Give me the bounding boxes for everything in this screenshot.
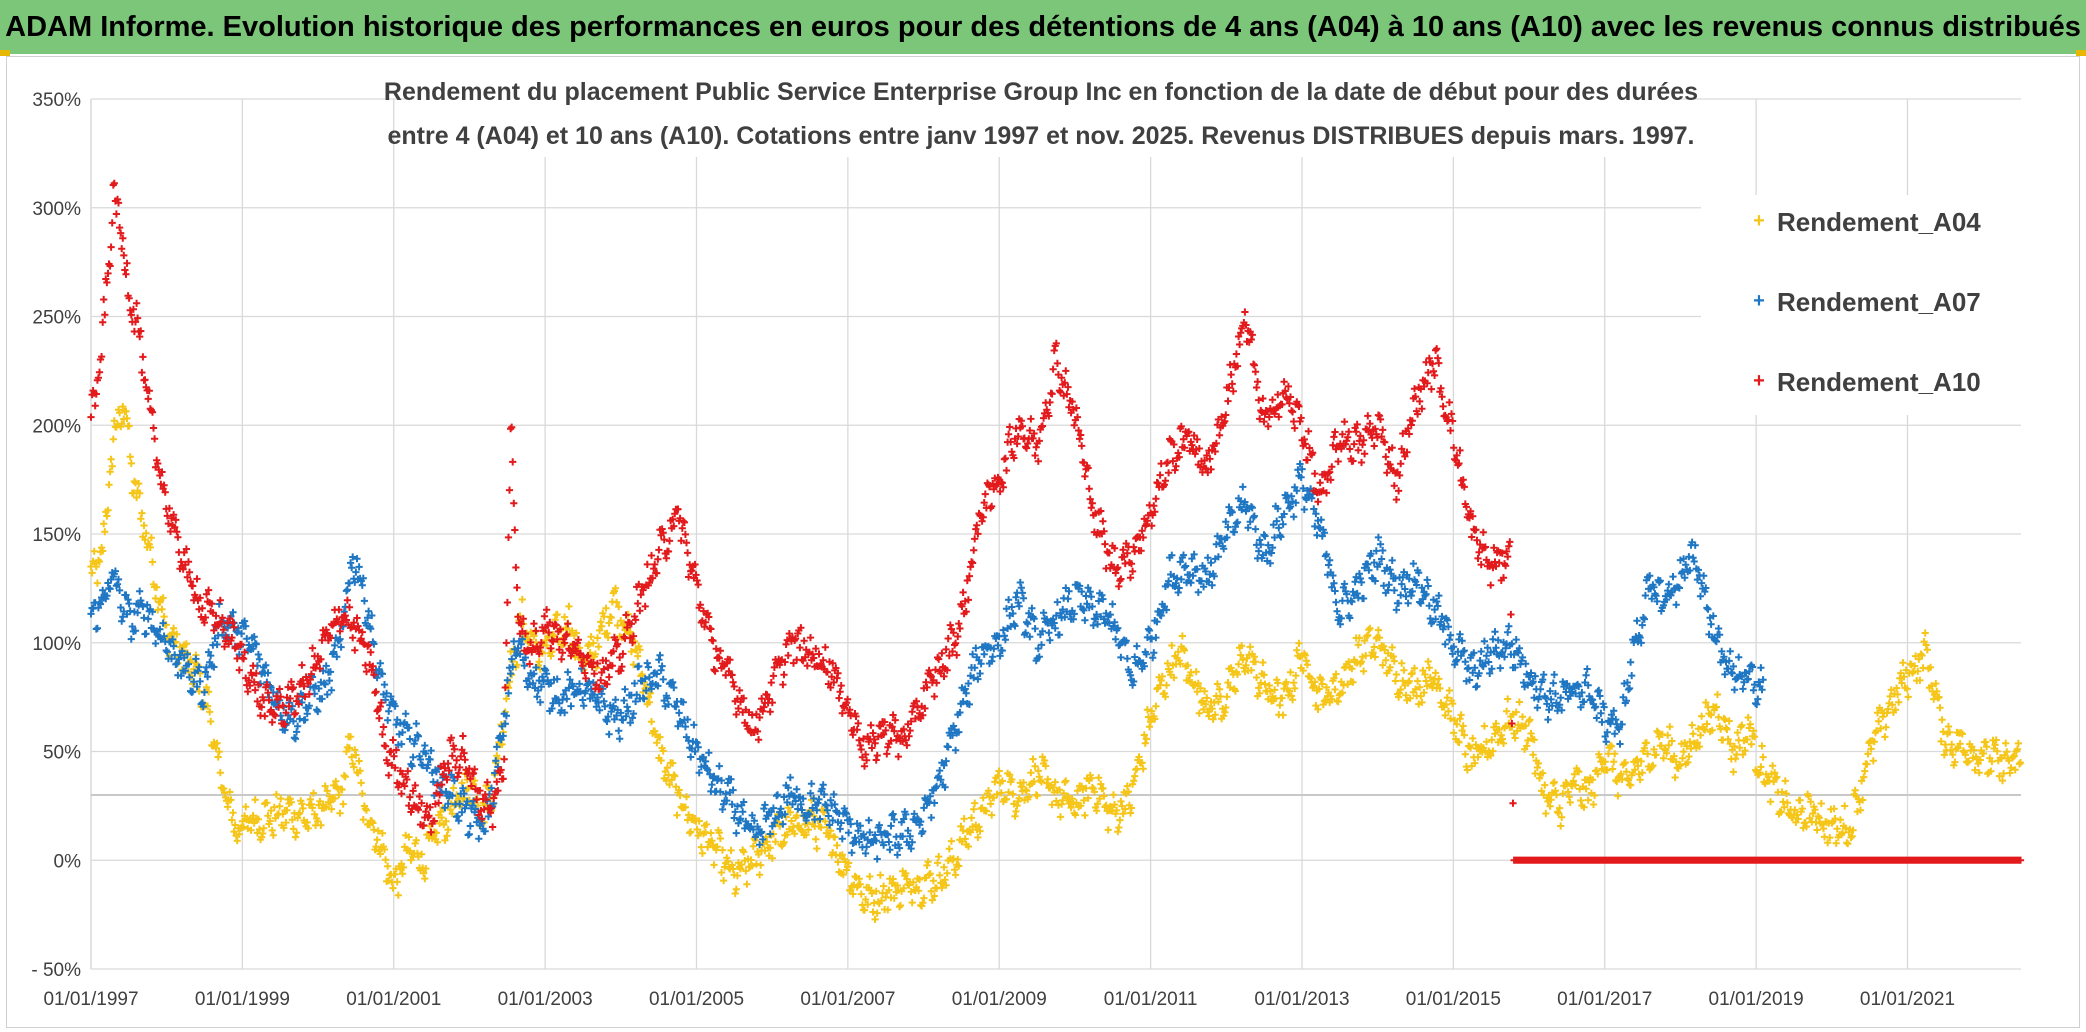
- x-tick-label: 01/01/2011: [1104, 989, 1198, 1010]
- legend-item-a10: + Rendement_A10: [1753, 367, 1981, 397]
- chart-title-background: [407, 57, 1677, 157]
- x-tick-label: 01/01/2019: [1709, 989, 1804, 1010]
- banner-corner-left: [0, 50, 10, 56]
- y-tick-label: 250%: [32, 308, 81, 329]
- chart-frame: 350% 300% 250% 200% 150% 100% 50% 0% - 50% 01/01…: [6, 56, 2080, 1028]
- y-tick-label: 150%: [32, 525, 81, 546]
- chart-title-line-2: entre 4 (A04) et 10 ans (A10). Cotations…: [388, 122, 1695, 150]
- x-tick-label: 01/01/1997: [43, 989, 138, 1010]
- chart-title-line-1: Rendement du placement Public Service En…: [384, 78, 1698, 106]
- x-tick-label: 01/01/2001: [346, 989, 441, 1010]
- y-tick-label: 50%: [43, 743, 81, 764]
- x-tick-label: 01/01/2007: [800, 989, 895, 1010]
- x-tick-label: 01/01/1999: [195, 989, 290, 1010]
- series-markers-Rendement_A10: [87, 179, 2025, 864]
- x-tick-label: 01/01/2003: [498, 989, 593, 1010]
- y-tick-label: 350%: [32, 90, 81, 111]
- chart-title: Rendement du placement Public Service En…: [384, 57, 1698, 157]
- series-Rendement_A10: [87, 179, 2025, 864]
- x-tick-label: 01/01/2005: [649, 989, 744, 1010]
- banner-corner-right: [2076, 50, 2086, 56]
- legend-marker-a07: +: [1753, 290, 1765, 312]
- chart-area: 350% 300% 250% 200% 150% 100% 50% 0% - 50% 01/01…: [31, 57, 2025, 1010]
- legend: + Rendement_A04 + Rendement_A07 + Rendem…: [1701, 195, 2021, 415]
- x-tick-label: 01/01/2009: [952, 989, 1047, 1010]
- x-tick-label: 01/01/2015: [1406, 989, 1501, 1010]
- x-tick-label: 01/01/2017: [1557, 989, 1652, 1010]
- y-tick-label: 100%: [32, 634, 81, 655]
- y-axis-ticks: 350% 300% 250% 200% 150% 100% 50% 0% - 50%: [31, 90, 81, 981]
- legend-label-a07: Rendement_A07: [1777, 287, 1981, 317]
- legend-item-a07: + Rendement_A07: [1753, 287, 1981, 317]
- legend-item-a04: + Rendement_A04: [1753, 207, 1981, 237]
- x-axis-ticks: 01/01/1997 01/01/1999 01/01/2001 01/01/2003…: [43, 989, 1955, 1010]
- legend-label-a10: Rendement_A10: [1777, 367, 1981, 397]
- y-tick-label: 200%: [32, 416, 81, 437]
- legend-marker-a10: +: [1753, 370, 1765, 392]
- legend-label-a04: Rendement_A04: [1777, 207, 1981, 237]
- y-tick-label: - 50%: [31, 960, 81, 981]
- legend-marker-a04: +: [1753, 210, 1765, 232]
- x-tick-label: 01/01/2021: [1860, 989, 1955, 1010]
- data-points: [87, 179, 2025, 923]
- report-banner: ADAM Informe. Evolution historique des p…: [0, 0, 2086, 54]
- y-tick-label: 300%: [32, 199, 81, 220]
- x-tick-label: 01/01/2013: [1254, 989, 1349, 1010]
- legend-background: [1701, 195, 2021, 415]
- y-tick-label: 0%: [54, 851, 82, 872]
